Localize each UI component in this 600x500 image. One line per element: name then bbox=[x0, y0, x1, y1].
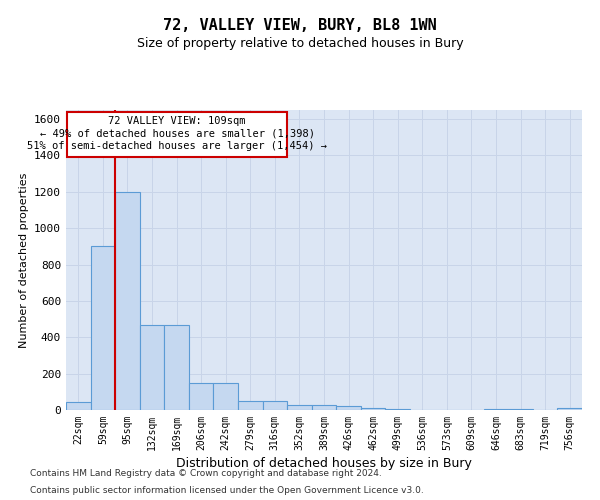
Text: 72, VALLEY VIEW, BURY, BL8 1WN: 72, VALLEY VIEW, BURY, BL8 1WN bbox=[163, 18, 437, 32]
Bar bbox=[484, 409, 508, 410]
Bar bbox=[263, 401, 287, 410]
Text: ← 49% of detached houses are smaller (1,398): ← 49% of detached houses are smaller (1,… bbox=[40, 128, 314, 138]
Text: Contains HM Land Registry data © Crown copyright and database right 2024.: Contains HM Land Registry data © Crown c… bbox=[30, 468, 382, 477]
Y-axis label: Number of detached properties: Number of detached properties bbox=[19, 172, 29, 348]
Bar bbox=[164, 324, 189, 410]
Bar bbox=[66, 402, 91, 410]
X-axis label: Distribution of detached houses by size in Bury: Distribution of detached houses by size … bbox=[176, 457, 472, 470]
Bar bbox=[385, 409, 410, 410]
Text: 51% of semi-detached houses are larger (1,454) →: 51% of semi-detached houses are larger (… bbox=[27, 141, 327, 151]
Bar bbox=[189, 382, 214, 410]
Bar bbox=[312, 406, 336, 410]
Bar bbox=[336, 406, 361, 410]
Bar bbox=[557, 408, 582, 410]
Bar bbox=[361, 408, 385, 410]
Text: Size of property relative to detached houses in Bury: Size of property relative to detached ho… bbox=[137, 38, 463, 51]
Bar bbox=[115, 192, 140, 410]
Bar bbox=[287, 406, 312, 410]
FancyBboxPatch shape bbox=[67, 112, 287, 158]
Text: 72 VALLEY VIEW: 109sqm: 72 VALLEY VIEW: 109sqm bbox=[109, 116, 246, 126]
Bar bbox=[91, 246, 115, 410]
Bar bbox=[214, 382, 238, 410]
Bar bbox=[508, 409, 533, 410]
Bar bbox=[238, 401, 263, 410]
Bar bbox=[140, 324, 164, 410]
Text: Contains public sector information licensed under the Open Government Licence v3: Contains public sector information licen… bbox=[30, 486, 424, 495]
